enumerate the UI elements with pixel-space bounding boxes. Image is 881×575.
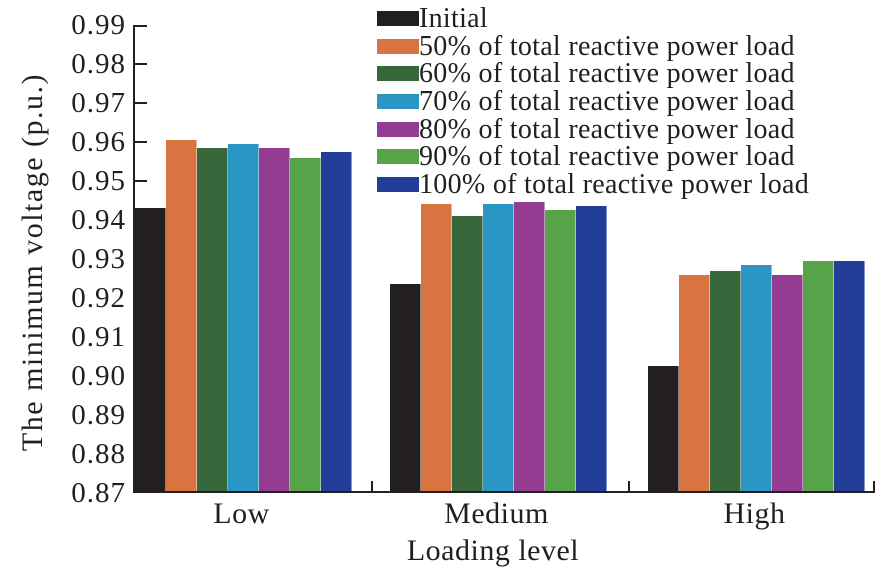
y-axis-tick (135, 336, 147, 338)
legend-label: 60% of total reactive power load (419, 58, 795, 90)
legend-row: 100% of total reactive power load (377, 168, 810, 200)
y-axis-tick (135, 141, 147, 143)
bar (772, 274, 803, 491)
legend-label: 80% of total reactive power load (419, 113, 795, 145)
bar (228, 143, 259, 491)
y-axis-tick-label: 0.99 (71, 9, 126, 41)
bar (321, 151, 352, 491)
legend-swatch (377, 11, 419, 27)
bar (741, 264, 772, 491)
y-axis-tick-label: 0.88 (71, 438, 126, 470)
y-axis-tick (135, 180, 147, 182)
bar (545, 210, 576, 491)
y-axis-tick-label: 0.94 (71, 204, 126, 236)
category-label: Medium (444, 497, 549, 530)
legend-row: 80% of total reactive power load (377, 115, 809, 143)
y-axis-tick-label: 0.87 (71, 477, 126, 509)
bar (452, 216, 483, 491)
bar (390, 284, 421, 491)
y-axis-tick-label: 0.97 (71, 87, 126, 119)
bar (421, 204, 452, 491)
bar (648, 366, 679, 491)
y-axis-tick (135, 25, 147, 27)
bar (483, 204, 514, 491)
legend-row: 90% of total reactive power load (377, 143, 809, 171)
x-axis-tick (627, 481, 630, 491)
x-axis-tick (873, 481, 875, 491)
legend-label: Initial (419, 3, 488, 35)
category-label: Low (213, 497, 270, 530)
bar (834, 260, 865, 491)
legend-swatch (377, 66, 419, 82)
x-axis-tick (371, 481, 373, 491)
x-axis-title: Loading level (406, 534, 580, 567)
bar (576, 206, 607, 491)
legend-label: 50% of total reactive power load (419, 30, 795, 62)
legend-swatch (377, 94, 419, 110)
bar (803, 260, 834, 491)
y-axis-tick-label: 0.89 (71, 399, 126, 431)
y-axis-tick (135, 297, 147, 299)
legend-swatch (377, 121, 419, 137)
bar (290, 157, 321, 491)
legend-row: 50% of total reactive power load (377, 30, 809, 62)
legend: Initial 50% of total reactive power load 6… (377, 5, 809, 198)
y-axis-tick-label: 0.93 (71, 243, 126, 275)
bar (710, 270, 741, 491)
y-axis-tick (135, 63, 147, 65)
y-axis-tick (135, 258, 147, 260)
y-axis-tick (135, 219, 147, 221)
legend-label: 70% of total reactive power load (419, 86, 795, 118)
legend-label: 100% of total reactive power load (419, 168, 810, 200)
legend-row: 60% of total reactive power load (377, 60, 809, 88)
y-axis-tick-label: 0.95 (71, 165, 126, 197)
y-axis-title: The minimum voltage (p.u.) (16, 72, 49, 452)
legend-swatch (377, 38, 419, 54)
y-axis-tick (135, 102, 147, 104)
y-axis-tick-label: 0.96 (71, 126, 126, 158)
plot-area (133, 25, 875, 493)
y-axis-tick-label: 0.98 (71, 48, 126, 80)
y-axis-tick (135, 414, 147, 416)
legend-swatch (377, 149, 419, 165)
y-axis-tick-label: 0.92 (71, 282, 126, 314)
legend-row: Initial (377, 5, 809, 33)
category-label: High (723, 497, 786, 530)
bar (166, 140, 197, 491)
y-axis-tick-label: 0.91 (71, 321, 126, 353)
legend-label: 90% of total reactive power load (419, 141, 795, 173)
bar (197, 147, 228, 491)
legend-row: 70% of total reactive power load (377, 88, 809, 116)
bar (679, 274, 710, 491)
legend-swatch (377, 176, 419, 192)
bar (259, 147, 290, 491)
y-axis-tick (135, 453, 147, 455)
y-axis-tick-label: 0.90 (71, 360, 126, 392)
y-axis-tick (135, 375, 147, 377)
bar (514, 202, 545, 491)
bar (135, 208, 166, 491)
